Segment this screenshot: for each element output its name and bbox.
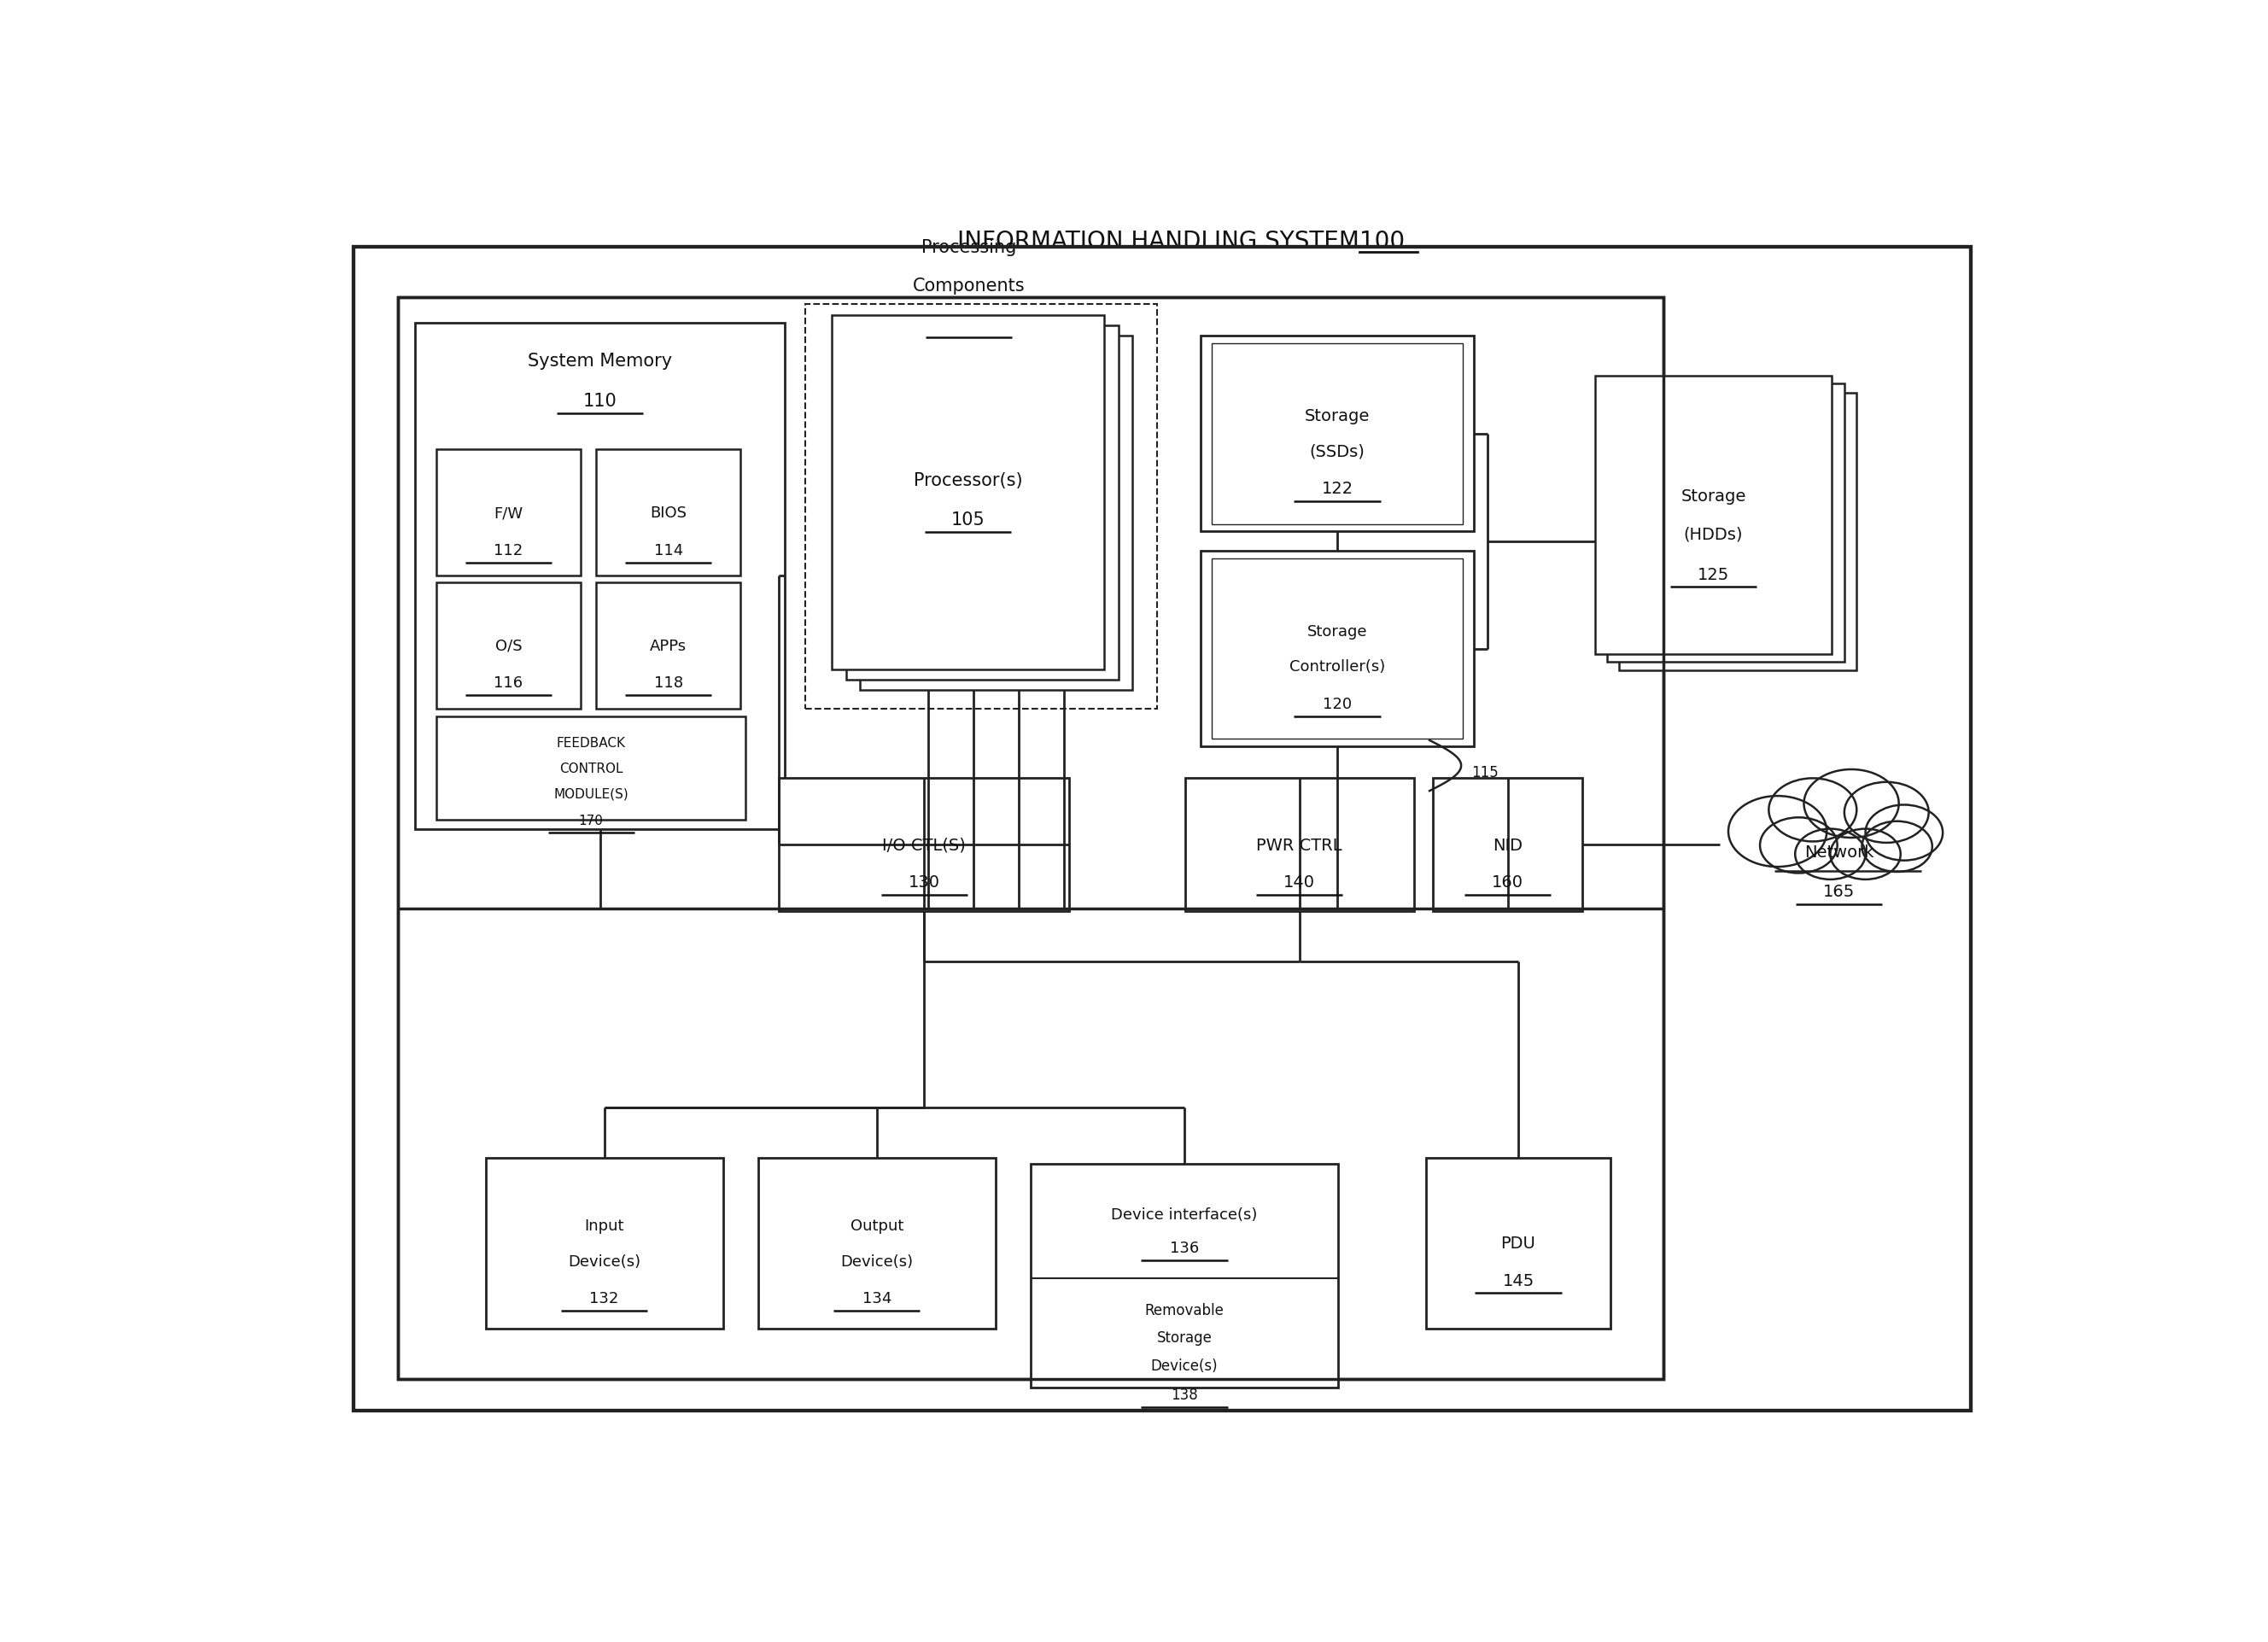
Text: 132: 132: [590, 1291, 619, 1305]
FancyBboxPatch shape: [1030, 1164, 1338, 1387]
Text: 118: 118: [653, 675, 683, 691]
Text: Device(s): Device(s): [841, 1253, 914, 1269]
Text: Device(s): Device(s): [1150, 1358, 1218, 1373]
Text: Storage: Storage: [1157, 1330, 1211, 1345]
Circle shape: [1803, 770, 1898, 837]
FancyBboxPatch shape: [596, 450, 742, 576]
FancyBboxPatch shape: [1211, 343, 1463, 524]
Circle shape: [1796, 829, 1864, 880]
FancyBboxPatch shape: [1427, 1158, 1610, 1328]
Text: (HDDs): (HDDs): [1683, 527, 1744, 544]
Text: Device(s): Device(s): [567, 1253, 640, 1269]
Text: F/W: F/W: [494, 506, 524, 521]
Text: CONTROL: CONTROL: [560, 762, 624, 775]
Text: Removable: Removable: [1145, 1302, 1225, 1317]
Text: Output: Output: [850, 1218, 903, 1233]
Circle shape: [1862, 821, 1932, 872]
FancyBboxPatch shape: [435, 716, 746, 821]
Text: 105: 105: [950, 512, 984, 529]
Text: MODULE(S): MODULE(S): [553, 788, 628, 800]
Text: 136: 136: [1170, 1240, 1200, 1256]
Text: O/S: O/S: [494, 639, 522, 654]
Circle shape: [1830, 829, 1901, 880]
Text: 165: 165: [1823, 883, 1855, 900]
Circle shape: [1728, 796, 1826, 867]
FancyBboxPatch shape: [846, 327, 1118, 680]
Circle shape: [1769, 778, 1857, 842]
Text: Controller(s): Controller(s): [1288, 658, 1386, 675]
FancyBboxPatch shape: [596, 583, 742, 709]
FancyBboxPatch shape: [435, 450, 581, 576]
Text: 122: 122: [1322, 481, 1354, 498]
Text: PWR CTRL: PWR CTRL: [1256, 837, 1343, 854]
Text: 145: 145: [1501, 1273, 1533, 1289]
FancyBboxPatch shape: [1202, 552, 1474, 747]
FancyBboxPatch shape: [780, 778, 1068, 911]
Text: 138: 138: [1170, 1387, 1198, 1402]
Text: (SSDs): (SSDs): [1309, 443, 1365, 460]
Text: 125: 125: [1696, 566, 1728, 583]
Text: Components: Components: [912, 277, 1025, 294]
Text: 140: 140: [1284, 874, 1315, 890]
FancyBboxPatch shape: [860, 337, 1132, 690]
Text: Device interface(s): Device interface(s): [1111, 1207, 1256, 1223]
Text: BIOS: BIOS: [651, 506, 687, 521]
FancyBboxPatch shape: [1619, 392, 1857, 672]
FancyBboxPatch shape: [1211, 558, 1463, 739]
FancyBboxPatch shape: [1608, 384, 1844, 662]
Text: 160: 160: [1492, 874, 1524, 890]
Text: I/O CTL(S): I/O CTL(S): [882, 837, 966, 854]
Text: System Memory: System Memory: [528, 353, 671, 369]
Circle shape: [1864, 805, 1944, 860]
Text: Processing: Processing: [921, 240, 1016, 256]
FancyBboxPatch shape: [435, 583, 581, 709]
Circle shape: [1844, 783, 1928, 842]
Text: INFORMATION HANDLING SYSTEM: INFORMATION HANDLING SYSTEM: [957, 230, 1368, 253]
Text: 120: 120: [1322, 696, 1352, 711]
Text: 116: 116: [494, 675, 524, 691]
Text: Input: Input: [585, 1218, 624, 1233]
Text: 110: 110: [583, 392, 617, 410]
Text: 150: 150: [953, 317, 987, 333]
FancyBboxPatch shape: [354, 248, 1971, 1410]
Text: 115: 115: [1472, 765, 1499, 780]
FancyBboxPatch shape: [485, 1158, 723, 1328]
FancyBboxPatch shape: [397, 299, 1662, 1379]
FancyBboxPatch shape: [415, 323, 785, 829]
FancyBboxPatch shape: [1433, 778, 1583, 911]
Text: 170: 170: [578, 814, 603, 828]
FancyBboxPatch shape: [1186, 778, 1413, 911]
Circle shape: [1760, 818, 1837, 874]
Text: 134: 134: [862, 1291, 891, 1305]
FancyBboxPatch shape: [832, 315, 1105, 670]
Text: APPs: APPs: [651, 639, 687, 654]
Text: PDU: PDU: [1501, 1235, 1535, 1251]
Text: Network: Network: [1805, 844, 1873, 860]
Text: Storage: Storage: [1306, 624, 1368, 639]
Text: Storage: Storage: [1304, 409, 1370, 425]
Text: 114: 114: [653, 542, 683, 558]
FancyBboxPatch shape: [1594, 376, 1833, 655]
FancyBboxPatch shape: [1202, 337, 1474, 532]
Text: 112: 112: [494, 542, 524, 558]
Text: FEEDBACK: FEEDBACK: [556, 737, 626, 750]
Text: 100: 100: [1359, 230, 1404, 253]
Text: NID: NID: [1492, 837, 1522, 854]
Text: 130: 130: [909, 874, 939, 890]
FancyBboxPatch shape: [758, 1158, 996, 1328]
Text: Storage: Storage: [1681, 489, 1746, 504]
Text: Processor(s): Processor(s): [914, 471, 1023, 489]
